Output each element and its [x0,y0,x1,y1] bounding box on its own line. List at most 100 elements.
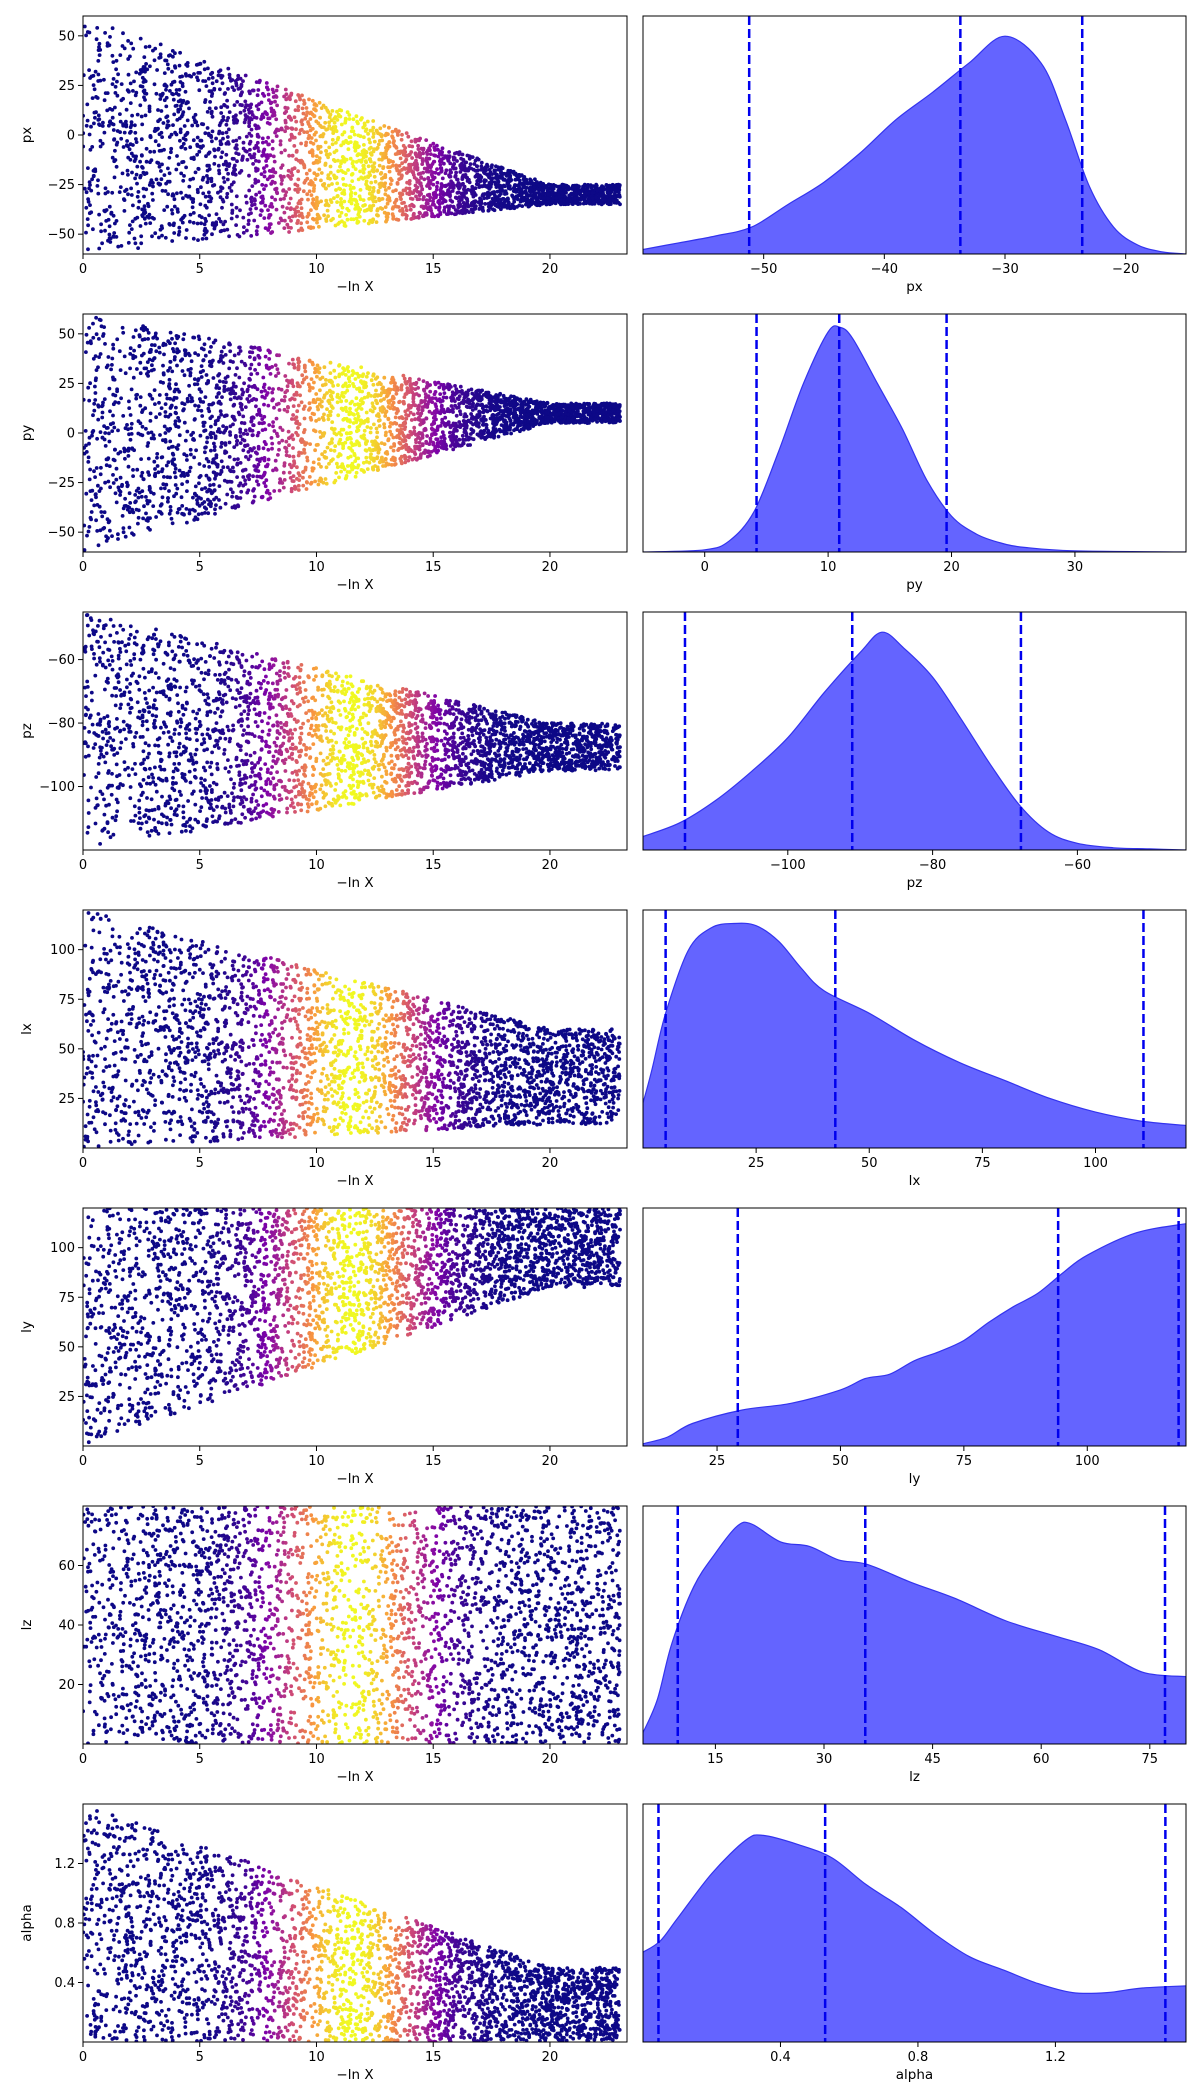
trace-point [98,48,103,52]
trace-point [96,365,100,370]
trace-point [135,367,139,371]
trace-point [381,165,386,169]
trace-point [448,204,453,209]
trace-point [282,210,287,215]
trace-point [182,213,187,218]
trace-point [142,172,147,177]
trace-point [126,72,131,77]
trace-point [138,173,143,178]
trace-point [210,75,215,80]
trace-point [440,176,445,181]
trace-point [376,213,380,218]
trace-point [177,229,182,234]
trace-point [153,46,158,51]
trace-point [489,165,494,170]
trace-point [86,223,90,228]
trace-point [94,368,99,372]
trace-point [269,106,274,111]
trace-point [91,83,96,87]
trace-point [139,114,144,119]
trace-point [416,143,420,148]
trace-point [209,89,214,94]
trace-point [298,393,302,398]
trace-point [127,223,132,228]
trace-point [277,221,281,225]
trace-point [102,526,107,530]
trace-point [403,188,408,193]
trace-point [370,128,374,133]
trace-point [328,170,333,175]
trace-point [372,406,377,411]
trace-point [367,147,372,151]
trace-point [242,421,247,426]
trace-point [507,201,511,205]
trace-point [205,163,210,168]
trace-point [222,103,227,107]
trace-point [107,43,112,48]
trace-point [351,164,356,169]
trace-point [371,372,376,377]
trace-point [179,190,183,195]
trace-point [217,484,222,488]
trace-point [450,181,455,186]
trace-point [352,132,357,137]
trace-point [348,140,353,145]
trace-point [209,424,213,429]
trace-point [205,126,210,130]
trace-point [326,176,330,181]
trace-point [292,115,297,120]
trace-point [310,149,315,154]
trace-point [202,232,207,237]
trace-point [138,159,143,164]
trace-point [404,208,409,213]
trace-point [173,104,178,108]
trace-point [465,175,469,180]
trace-point [245,228,249,233]
trace-point [123,456,127,461]
trace-point [364,179,369,184]
trace-point [479,164,484,169]
trace-point [398,423,402,428]
trace-point [319,150,323,155]
trace-point [325,445,330,450]
trace-point [273,458,278,463]
trace-point [142,194,146,199]
trace-point [258,213,263,218]
trace-point [124,107,129,112]
trace-point [171,97,176,102]
trace-point [119,136,124,141]
trace-point [266,497,271,502]
trace-point [215,383,219,388]
trace-point [96,113,101,118]
trace-point [274,117,279,122]
trace-point [271,174,275,179]
trace-point [219,155,224,160]
trace-point [122,198,127,203]
trace-point [498,391,503,396]
trace-point [276,371,281,375]
trace-point [219,445,224,449]
trace-point [221,430,226,435]
trace-point [443,199,448,204]
trace-point [397,400,401,405]
trace-point [407,144,412,148]
trace-point [384,149,389,153]
trace-point [140,122,145,127]
trace-point [133,130,138,135]
trace-point [222,92,227,96]
trace-point [328,152,332,157]
trace-point [203,395,208,399]
trace-point [110,363,114,367]
trace-point [356,177,361,182]
trace-point [94,315,98,320]
trace-point [114,477,119,482]
trace-point [458,412,463,417]
trace-point [532,187,537,192]
trace-point [361,155,366,160]
trace-point [324,198,329,203]
trace-point [227,234,232,239]
trace-point [135,164,140,169]
trace-point [354,114,359,119]
trace-point [170,193,175,198]
trace-point [456,181,461,185]
